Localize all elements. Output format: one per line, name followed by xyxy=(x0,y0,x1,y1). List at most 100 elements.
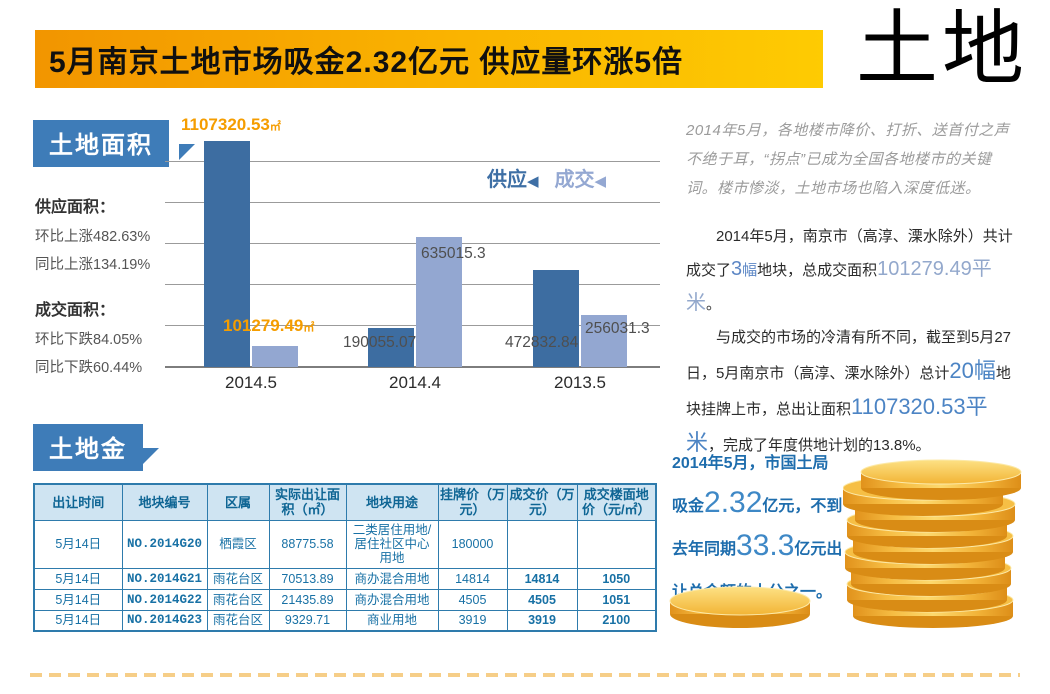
text-accent: 20幅 xyxy=(949,358,996,383)
table-cell: 5月14日 xyxy=(33,609,123,632)
x-tick-label: 2014.4 xyxy=(389,373,441,392)
bar-供应-2014.4 xyxy=(368,328,414,367)
deal-mom-change: 环比下跌84.05% xyxy=(35,332,143,348)
bar-group-2014.5 xyxy=(204,141,298,367)
summary-line: 吸金 2.32 亿元，不到 xyxy=(672,475,862,518)
text-run: 地块，总成交面积 xyxy=(757,262,878,279)
header-banner: 5月南京土地市场吸金2.32亿元 供应量环涨5倍 xyxy=(35,30,823,88)
bar-供应-2014.5 xyxy=(204,141,250,367)
supply-area-heading: 供应面积： xyxy=(35,199,116,216)
table-row: 5月14日 NO.2014G22 雨花台区 21435.89 商办混合用地 4505 450… xyxy=(33,588,657,611)
table-cell: 14814 xyxy=(506,567,578,590)
land-transactions-table: 出让时间 地块编号 区属 实际出让面积（㎡） 地块用途 挂牌价（万元） 成交价（万元） 成交楼… xyxy=(33,483,657,632)
chart-legend: 供应◀ 成交◀ xyxy=(487,163,606,192)
table-cell: 21435.89 xyxy=(268,588,347,611)
supply-area-stats: 供应面积： 环比上涨482.63% 同比上涨134.19% xyxy=(35,193,165,274)
badge-tail-shape xyxy=(143,448,159,464)
table-cell: 栖霞区 xyxy=(206,519,270,569)
section-badge-land-money: 土地金 xyxy=(33,424,159,471)
table-header: 出让时间 地块编号 区属 实际出让面积（㎡） 地块用途 挂牌价（万元） 成交价（万元） 成交楼… xyxy=(33,483,657,521)
column-header: 成交价（万元） xyxy=(506,483,578,521)
gridline xyxy=(165,202,660,203)
table-cell: NO.2014G21 xyxy=(121,567,208,590)
legend-arrow-icon: ◀ xyxy=(594,173,607,190)
text-run: 亿元，不到 xyxy=(762,498,843,515)
page-title: 5月南京土地市场吸金2.32亿元 供应量环涨5倍 xyxy=(49,46,684,79)
table-cell: 4505 xyxy=(506,588,578,611)
table-cell: 雨花台区 xyxy=(206,609,270,632)
commentary-panel: 2014年5月，各地楼市降价、打折、送首付之声不绝于耳，“拐点”已成为全国各地楼… xyxy=(686,116,1018,462)
table-cell: 14814 xyxy=(437,567,508,590)
text-run: 去年同期 xyxy=(672,541,737,558)
x-tick-label: 2014.5 xyxy=(225,373,277,392)
label-supply-2013-5: 472832.84 xyxy=(505,334,579,351)
coin-icon xyxy=(860,459,1022,500)
table-cell: 9329.71 xyxy=(268,609,347,632)
bar-group-2013.5 xyxy=(533,270,627,367)
column-header: 地块编号 xyxy=(121,483,208,521)
area-stats: 供应面积： 环比上涨482.63% 同比上涨134.19% 成交面积： 环比下跌… xyxy=(35,193,165,399)
deal-summary-paragraph: 2014年5月，南京市（高淳、溧水除外）共计成交了3幅地块，总成交面积10127… xyxy=(686,220,1018,321)
column-header: 地块用途 xyxy=(345,483,439,521)
text-accent: 2.32 xyxy=(704,486,763,519)
table-cell: 5月14日 xyxy=(33,567,123,590)
table-cell: 商办混合用地 xyxy=(345,567,439,590)
column-header: 成交楼面地价（元/㎡） xyxy=(576,483,657,521)
table-cell: NO.2014G23 xyxy=(121,609,208,632)
table-cell: 商办混合用地 xyxy=(345,588,439,611)
table-row: 5月14日 NO.2014G23 雨花台区 9329.71 商业用地 3919 3919 21… xyxy=(33,609,657,632)
legend-item-supply: 供应◀ xyxy=(487,169,539,191)
table-row: 5月14日 NO.2014G21 雨花台区 70513.89 商办混合用地 14814 14… xyxy=(33,567,657,590)
label-supply-2014-5: 1107320.53㎡ xyxy=(181,115,281,134)
intro-paragraph: 2014年5月，各地楼市降价、打折、送首付之声不绝于耳，“拐点”已成为全国各地楼… xyxy=(686,122,1010,197)
table-cell: NO.2014G22 xyxy=(121,588,208,611)
table-cell: 二类居住用地/居住社区中心用地 xyxy=(345,519,439,569)
brand-title: 土地 xyxy=(856,4,1029,95)
table-cell: 180000 xyxy=(437,519,508,569)
badge-label: 土地金 xyxy=(33,424,143,471)
supply-summary-paragraph: 与成交的市场的冷清有所不同，截至到5月27日，5月南京市（高淳、溧水除外）总计2… xyxy=(686,321,1018,462)
table-cell: 2100 xyxy=(576,609,657,632)
bar-成交-2014.4 xyxy=(416,237,462,367)
section-badge-land-area: 土地面积 xyxy=(33,120,195,167)
column-header: 实际出让面积（㎡） xyxy=(268,483,347,521)
text-accent: 1107320.53平米 xyxy=(686,394,988,455)
summary-line: 2014年5月，市国土局 xyxy=(672,432,862,475)
label-supply-2014-4: 190055.07 xyxy=(343,334,417,351)
supply-mom-change: 环比上涨482.63% xyxy=(35,229,151,245)
text-run: 亿元出 xyxy=(794,541,843,558)
text-run: 2014年5月，南京市（高淳、溧水除外）共计成交了 xyxy=(686,228,1013,279)
legend-item-deal: 成交◀ xyxy=(554,169,607,191)
table-cell: 3919 xyxy=(506,609,578,632)
table-cell: 1051 xyxy=(576,588,657,611)
single-coin-illustration xyxy=(669,586,811,628)
text-accent: 幅 xyxy=(742,262,758,279)
table-row: 5月14日 NO.2014G20 栖霞区 88775.58 二类居住用地/居住社区中心用… xyxy=(33,519,657,569)
table-cell: 雨花台区 xyxy=(206,588,270,611)
table-cell: 5月14日 xyxy=(33,588,123,611)
column-header: 区属 xyxy=(206,483,270,521)
chart-x-axis xyxy=(165,366,660,368)
land-area-bar-chart: 2014.5 2014.4 2013.5 供应◀ 成交◀ 1107320.53㎡ 1… xyxy=(165,115,660,400)
bar-成交-2013.5 xyxy=(581,315,627,367)
legend-arrow-icon: ◀ xyxy=(527,173,539,190)
gridline xyxy=(165,284,660,285)
text-accent: 101279.49平米 xyxy=(686,258,992,314)
label-deal-2013-5: 256031.3 xyxy=(585,320,650,337)
table-cell: 88775.58 xyxy=(268,519,347,569)
deal-area-heading: 成交面积： xyxy=(35,302,116,319)
bar-成交-2014.5 xyxy=(252,346,298,367)
table-cell: 雨花台区 xyxy=(206,567,270,590)
table-body: 5月14日 NO.2014G20 栖霞区 88775.58 二类居住用地/居住社区中心用… xyxy=(33,519,657,632)
gridline xyxy=(165,243,660,244)
x-tick-label: 2013.5 xyxy=(554,373,606,392)
table-cell: 1050 xyxy=(576,567,657,590)
badge-label: 土地面积 xyxy=(33,120,169,167)
text-accent: 3 xyxy=(731,258,743,280)
text-run: 吸金 xyxy=(672,498,705,515)
text-run: 。 xyxy=(706,296,722,313)
column-header: 挂牌价（万元） xyxy=(437,483,508,521)
gridline xyxy=(165,161,660,162)
table-cell: 70513.89 xyxy=(268,567,347,590)
